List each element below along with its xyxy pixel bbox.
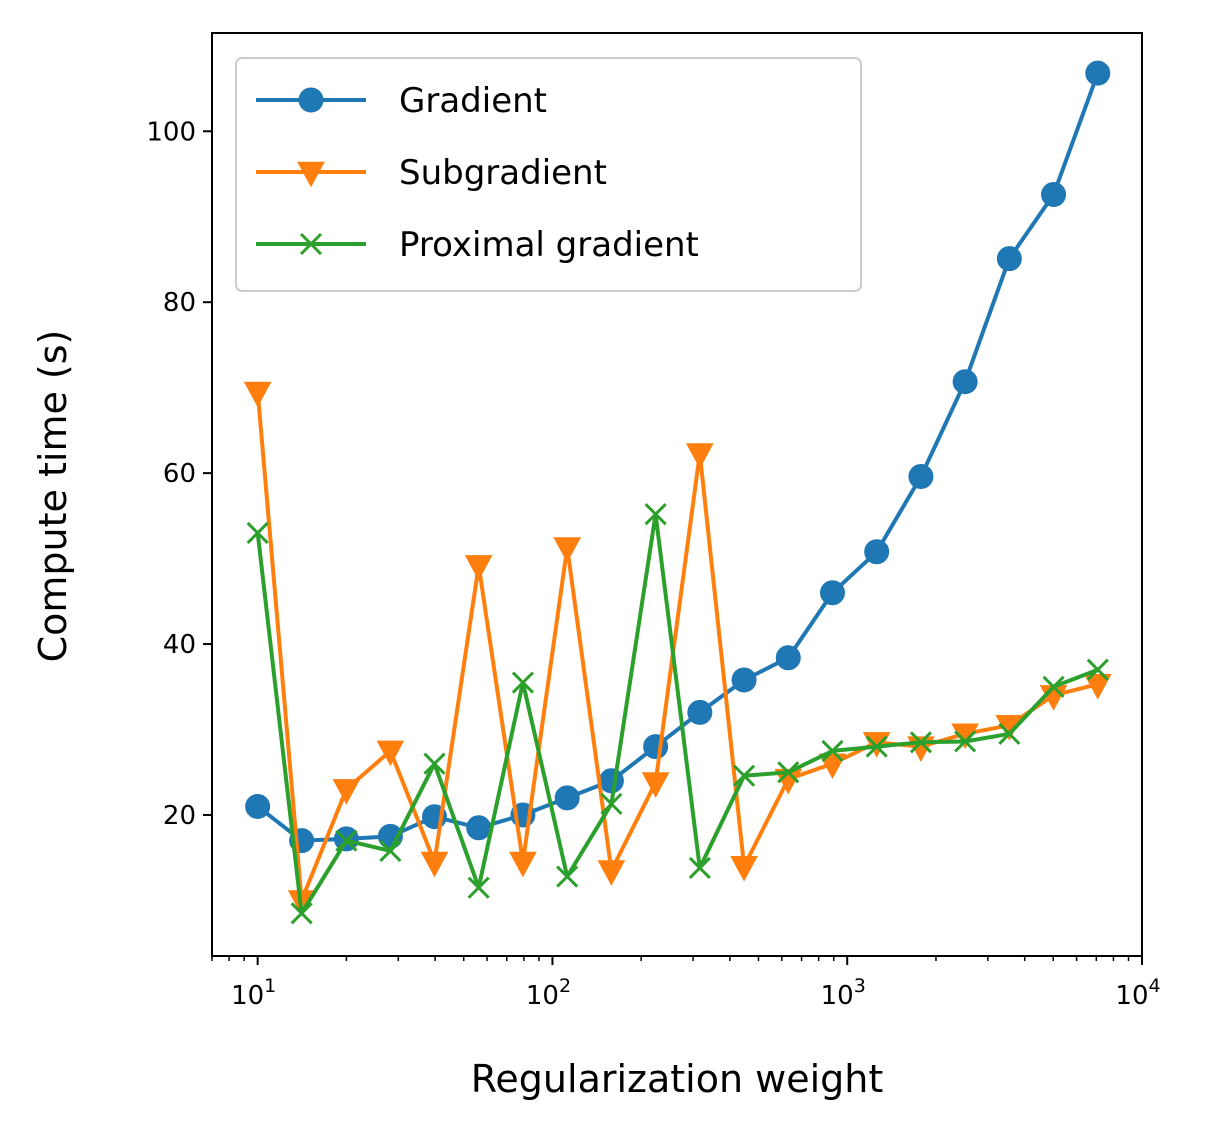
y-tick-label: 100	[146, 117, 196, 147]
legend-label: Subgradient	[399, 153, 607, 193]
data-point	[290, 902, 313, 925]
series-proximal-gradient	[246, 503, 1109, 925]
data-point	[246, 521, 269, 545]
data-point	[996, 246, 1022, 272]
legend-marker	[298, 87, 324, 113]
data-point	[335, 829, 358, 852]
data-point	[376, 740, 405, 767]
data-point	[774, 768, 803, 795]
legend: Gradient Subgradient Proximal gradient	[235, 57, 862, 292]
data-point	[908, 464, 934, 490]
data-point	[864, 539, 890, 565]
x-axis-label: Regularization weight	[471, 1057, 884, 1101]
data-point	[598, 768, 624, 794]
y-axis-label: Compute time (s)	[31, 330, 75, 663]
data-point	[641, 772, 670, 798]
data-point	[998, 722, 1021, 745]
data-point	[379, 839, 402, 862]
y-tick-label: 40	[163, 630, 196, 660]
x-tick-label: 102	[526, 975, 571, 1011]
data-point	[509, 851, 537, 878]
data-point	[687, 699, 713, 725]
legend-item: Proximal gradient	[256, 225, 699, 265]
legend-marker	[297, 161, 325, 188]
data-point	[1083, 673, 1112, 700]
x-tick-label: 101	[231, 975, 276, 1011]
data-point	[1085, 60, 1111, 86]
data-point	[777, 761, 800, 784]
x-tick-label: 103	[821, 975, 866, 1011]
data-point	[818, 753, 847, 780]
x-tick-label: 104	[1115, 975, 1160, 1011]
legend-item: Subgradient	[256, 153, 607, 193]
data-point	[332, 779, 361, 805]
data-point	[467, 876, 490, 899]
data-point	[821, 739, 844, 762]
data-point	[553, 537, 582, 563]
plot-frame	[211, 32, 1143, 957]
legend-label: Gradient	[399, 81, 547, 121]
data-point	[865, 735, 888, 758]
data-point	[730, 856, 758, 882]
legend-label: Proximal gradient	[399, 225, 699, 265]
data-point	[688, 856, 711, 880]
data-point	[600, 792, 623, 815]
data-point	[1086, 658, 1109, 681]
y-axis-ticks: 20 40 60 80 100	[146, 117, 212, 831]
data-point	[466, 815, 492, 841]
data-point	[245, 793, 271, 819]
data-point	[243, 381, 272, 408]
legend-marker	[299, 232, 323, 256]
data-point	[644, 503, 667, 526]
data-point	[731, 667, 757, 693]
data-point	[1041, 182, 1067, 208]
y-tick-label: 80	[163, 288, 196, 318]
legend-item: Gradient	[256, 81, 547, 121]
data-point	[909, 731, 932, 754]
plot-area	[243, 60, 1112, 925]
data-point	[597, 860, 626, 886]
y-tick-label: 60	[163, 459, 196, 489]
data-point	[685, 443, 714, 469]
data-point	[775, 645, 801, 671]
data-point	[423, 752, 446, 775]
y-tick-label: 20	[163, 801, 196, 831]
data-point	[954, 730, 977, 753]
data-point	[420, 851, 449, 878]
data-point	[1042, 675, 1065, 698]
data-point	[464, 555, 493, 581]
data-point	[554, 785, 580, 811]
data-point	[643, 734, 669, 760]
legend-box	[235, 57, 862, 292]
data-point	[819, 580, 845, 606]
data-point	[511, 671, 534, 694]
data-point	[732, 764, 756, 787]
data-point	[556, 865, 579, 888]
data-point	[952, 369, 978, 395]
series-line	[255, 512, 1099, 916]
